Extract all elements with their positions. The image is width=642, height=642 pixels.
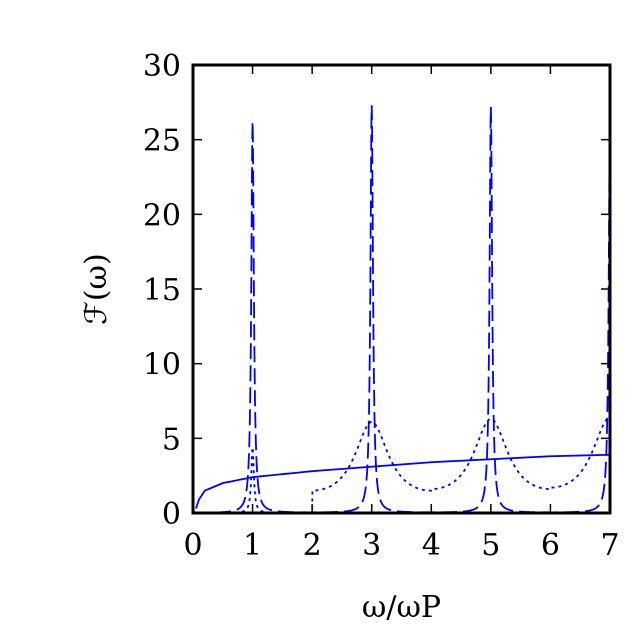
series-line-dotted [193,416,610,513]
y-axis-label: ℱ(ω) [79,253,114,324]
y-tick-label: 20 [143,198,181,233]
y-tick-label: 25 [143,124,181,159]
x-tick-label: 1 [243,528,262,563]
x-tick-label: 6 [541,528,560,563]
y-tick-label: 5 [162,422,181,457]
series-line-dashed [193,105,610,513]
series-line-solid [195,453,610,509]
series-layer [193,105,610,513]
y-tick-label: 10 [143,348,181,383]
x-tick-label: 5 [481,528,500,563]
x-tick-label: 3 [362,528,381,563]
x-tick-label: 7 [600,528,619,563]
tick-labels: 0 1 2 3 4 5 6 7 0 5 10 15 20 25 30 [143,49,620,563]
x-tick-label: 4 [422,528,441,563]
x-tick-label: 0 [183,528,202,563]
y-tick-label: 30 [143,49,181,84]
y-tick-label: 0 [162,497,181,532]
x-tick-label: 2 [303,528,322,563]
x-axis-label: ω/ωP [362,590,441,625]
y-tick-label: 15 [143,273,181,308]
plot-frame [191,63,612,515]
